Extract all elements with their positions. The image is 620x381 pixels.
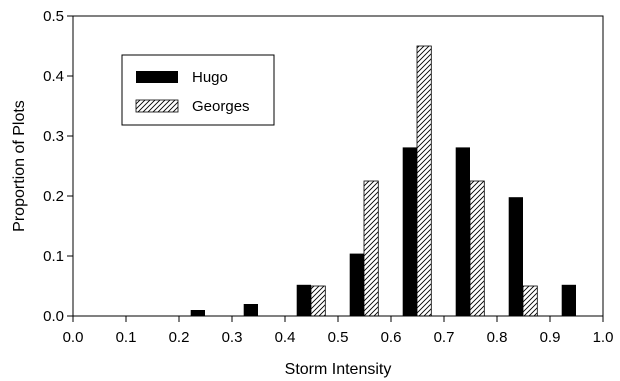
legend-label-hugo: Hugo	[192, 69, 228, 86]
y-tick-label: 0.0	[43, 308, 64, 325]
bar-hugo-0.4	[296, 284, 311, 316]
legend-box	[121, 54, 275, 126]
bar-hugo-0.6	[402, 147, 417, 316]
x-tick-label: 0.1	[116, 329, 137, 346]
bars-layer	[190, 45, 576, 317]
y-axis-label: Proportion of Plots	[11, 100, 28, 232]
legend-label-georges: Georges	[192, 98, 250, 115]
x-axis-label: Storm Intensity	[285, 361, 392, 378]
legend-swatch-hugo	[136, 71, 178, 83]
bar-hugo-0.9	[561, 284, 576, 316]
bar-georges-0.8	[522, 285, 538, 317]
x-tick-label: 0.7	[434, 329, 455, 346]
y-tick-label: 0.1	[43, 248, 64, 265]
bar-georges-0.5	[363, 180, 379, 317]
bar-hugo-0.3	[243, 304, 258, 316]
x-tick-label: 0.2	[169, 329, 190, 346]
y-tick-label: 0.2	[43, 188, 64, 205]
x-tick-label: 0.4	[275, 329, 296, 346]
x-tick-label: 0.8	[487, 329, 508, 346]
y-tick-label: 0.3	[43, 128, 64, 145]
x-axis-ticks: 0.0 0.1 0.2 0.3 0.4 0.5 0.6 0.7 0.8 0.9 1.0	[63, 316, 614, 346]
x-tick-label: 1.0	[593, 329, 614, 346]
bar-hugo-0.7	[455, 147, 470, 316]
bar-georges-0.4	[310, 285, 326, 317]
y-tick-label: 0.4	[43, 68, 64, 85]
x-tick-label: 0.0	[63, 329, 84, 346]
y-axis-ticks: 0.0 0.1 0.2 0.3 0.4 0.5	[43, 8, 73, 325]
legend-swatch-georges	[135, 99, 179, 113]
x-tick-label: 0.3	[222, 329, 243, 346]
x-tick-label: 0.6	[381, 329, 402, 346]
x-tick-label: 0.5	[328, 329, 349, 346]
x-tick-label: 0.9	[540, 329, 561, 346]
legend: Hugo Georges	[121, 54, 275, 126]
bar-georges-0.7	[469, 180, 485, 317]
bar-hugo-0.2	[190, 310, 205, 316]
bar-hugo-0.8	[508, 197, 523, 316]
y-tick-label: 0.5	[43, 8, 64, 25]
bar-hugo-0.5	[349, 253, 364, 316]
bar-georges-0.6	[416, 45, 432, 317]
